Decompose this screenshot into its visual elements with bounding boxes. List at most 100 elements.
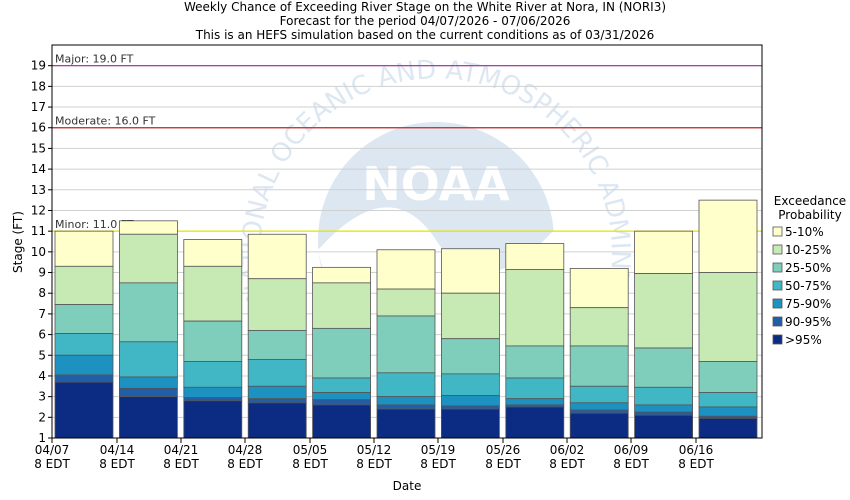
- x-tick-label-tz: 8 EDT: [34, 457, 70, 471]
- bar-segment: [569, 412, 629, 439]
- bar-segment: [183, 386, 243, 399]
- bar-segment: [312, 399, 372, 406]
- bar-segment: [119, 282, 178, 343]
- chart-titles: Weekly Chance of Exceeding River Stage o…: [0, 0, 850, 42]
- x-axis-label: Date: [393, 479, 422, 493]
- y-tick-label: 5: [38, 348, 46, 362]
- bar-segment: [634, 404, 693, 413]
- y-tick-label: 16: [31, 121, 46, 135]
- x-tick-label-tz: 8 EDT: [613, 457, 649, 471]
- legend-item: 25-50%: [772, 261, 831, 275]
- bar-segment: [312, 327, 372, 379]
- bar-segment: [54, 230, 114, 267]
- bar-segment: [183, 400, 243, 439]
- bar-segment: [54, 374, 114, 383]
- bar-segment: [634, 414, 693, 439]
- plot-frame: [51, 44, 763, 439]
- bar-segment: [183, 397, 243, 402]
- bar-segment: [119, 376, 178, 389]
- bar-segment: [247, 278, 307, 331]
- x-tick-label-date: 05/12: [357, 443, 392, 457]
- legend-swatch: [772, 334, 783, 345]
- bar-segment: [634, 273, 693, 349]
- bar-segment: [505, 243, 565, 270]
- legend-label: 50-75%: [785, 279, 831, 293]
- legend-title: Probability: [778, 208, 841, 222]
- bar-segment: [440, 395, 500, 407]
- bar-segment: [569, 385, 629, 404]
- bar-segment: [247, 330, 307, 360]
- week-bar-stack: [183, 239, 243, 439]
- legend-item: >95%: [772, 333, 822, 347]
- y-axis-label: Stage (FT): [11, 211, 25, 273]
- bar-segment: [569, 267, 629, 309]
- bar-segment: [698, 199, 758, 273]
- bar-segment: [54, 333, 114, 356]
- x-tick-label-tz: 8 EDT: [420, 457, 456, 471]
- x-tick-label-date: 04/28: [228, 443, 263, 457]
- legend-title: Exceedance: [774, 194, 846, 208]
- bar-segment: [376, 315, 436, 374]
- y-tick-label: 17: [31, 100, 46, 114]
- bar-segment: [634, 411, 693, 416]
- bar-segment: [54, 304, 114, 334]
- legend-swatch: [772, 244, 783, 255]
- bar-segment: [376, 404, 436, 410]
- week-bar-stack: [119, 220, 178, 439]
- x-tick-label-date: 06/16: [679, 443, 714, 457]
- bar-segment: [376, 396, 436, 406]
- watermark-logo-text: NOAA: [362, 157, 510, 211]
- bar-segment: [119, 341, 178, 378]
- threshold-label: Major: 19.0 FT: [55, 53, 134, 66]
- x-tick-label-date: 04/21: [164, 443, 199, 457]
- y-tick-label: 18: [31, 79, 46, 93]
- bar-segment: [505, 269, 565, 347]
- bar-segment: [698, 361, 758, 393]
- bar-segment: [569, 307, 629, 347]
- bar-segment: [440, 373, 500, 396]
- x-tick-label-date: 05/26: [486, 443, 521, 457]
- bar-segment: [247, 402, 307, 439]
- legend-label: >95%: [785, 333, 822, 347]
- legend-label: 5-10%: [785, 225, 824, 239]
- bar-stacks: [54, 199, 758, 439]
- week-bar-stack: [312, 266, 372, 439]
- legend-label: 90-95%: [785, 315, 831, 329]
- y-tick-label: 1: [38, 431, 46, 445]
- week-bar-stack: [54, 230, 114, 439]
- x-tick-label-tz: 8 EDT: [163, 457, 199, 471]
- bar-segment: [569, 402, 629, 411]
- bar-segment: [440, 405, 500, 410]
- bar-segment: [634, 347, 693, 388]
- x-tick-label-date: 04/14: [100, 443, 135, 457]
- bar-segment: [54, 381, 114, 439]
- bar-segment: [569, 345, 629, 387]
- legend-swatch: [772, 280, 783, 291]
- legend-swatch: [772, 316, 783, 327]
- bar-segment: [634, 230, 693, 274]
- bar-segment: [183, 265, 243, 322]
- bar-segment: [312, 266, 372, 284]
- bar-segment: [505, 345, 565, 379]
- bar-segment: [440, 248, 500, 294]
- week-bar-stack: [569, 267, 629, 439]
- bar-segment: [247, 358, 307, 387]
- x-tick-label-tz: 8 EDT: [292, 457, 328, 471]
- chart-title: Weekly Chance of Exceeding River Stage o…: [183, 0, 667, 14]
- y-tick-label: 8: [38, 286, 46, 300]
- bar-segment: [312, 404, 372, 439]
- bar-segment: [698, 406, 758, 417]
- x-tick-label-date: 06/09: [614, 443, 649, 457]
- bar-segment: [312, 282, 372, 329]
- bar-segment: [376, 288, 436, 317]
- bar-segment: [119, 396, 178, 439]
- bar-segment: [698, 417, 758, 439]
- legend-label: 10-25%: [785, 243, 831, 257]
- bar-segment: [505, 398, 565, 406]
- y-tick-label: 7: [38, 307, 46, 321]
- bar-segment: [634, 386, 693, 406]
- y-tick-label: 14: [31, 162, 46, 176]
- bar-segment: [119, 233, 178, 284]
